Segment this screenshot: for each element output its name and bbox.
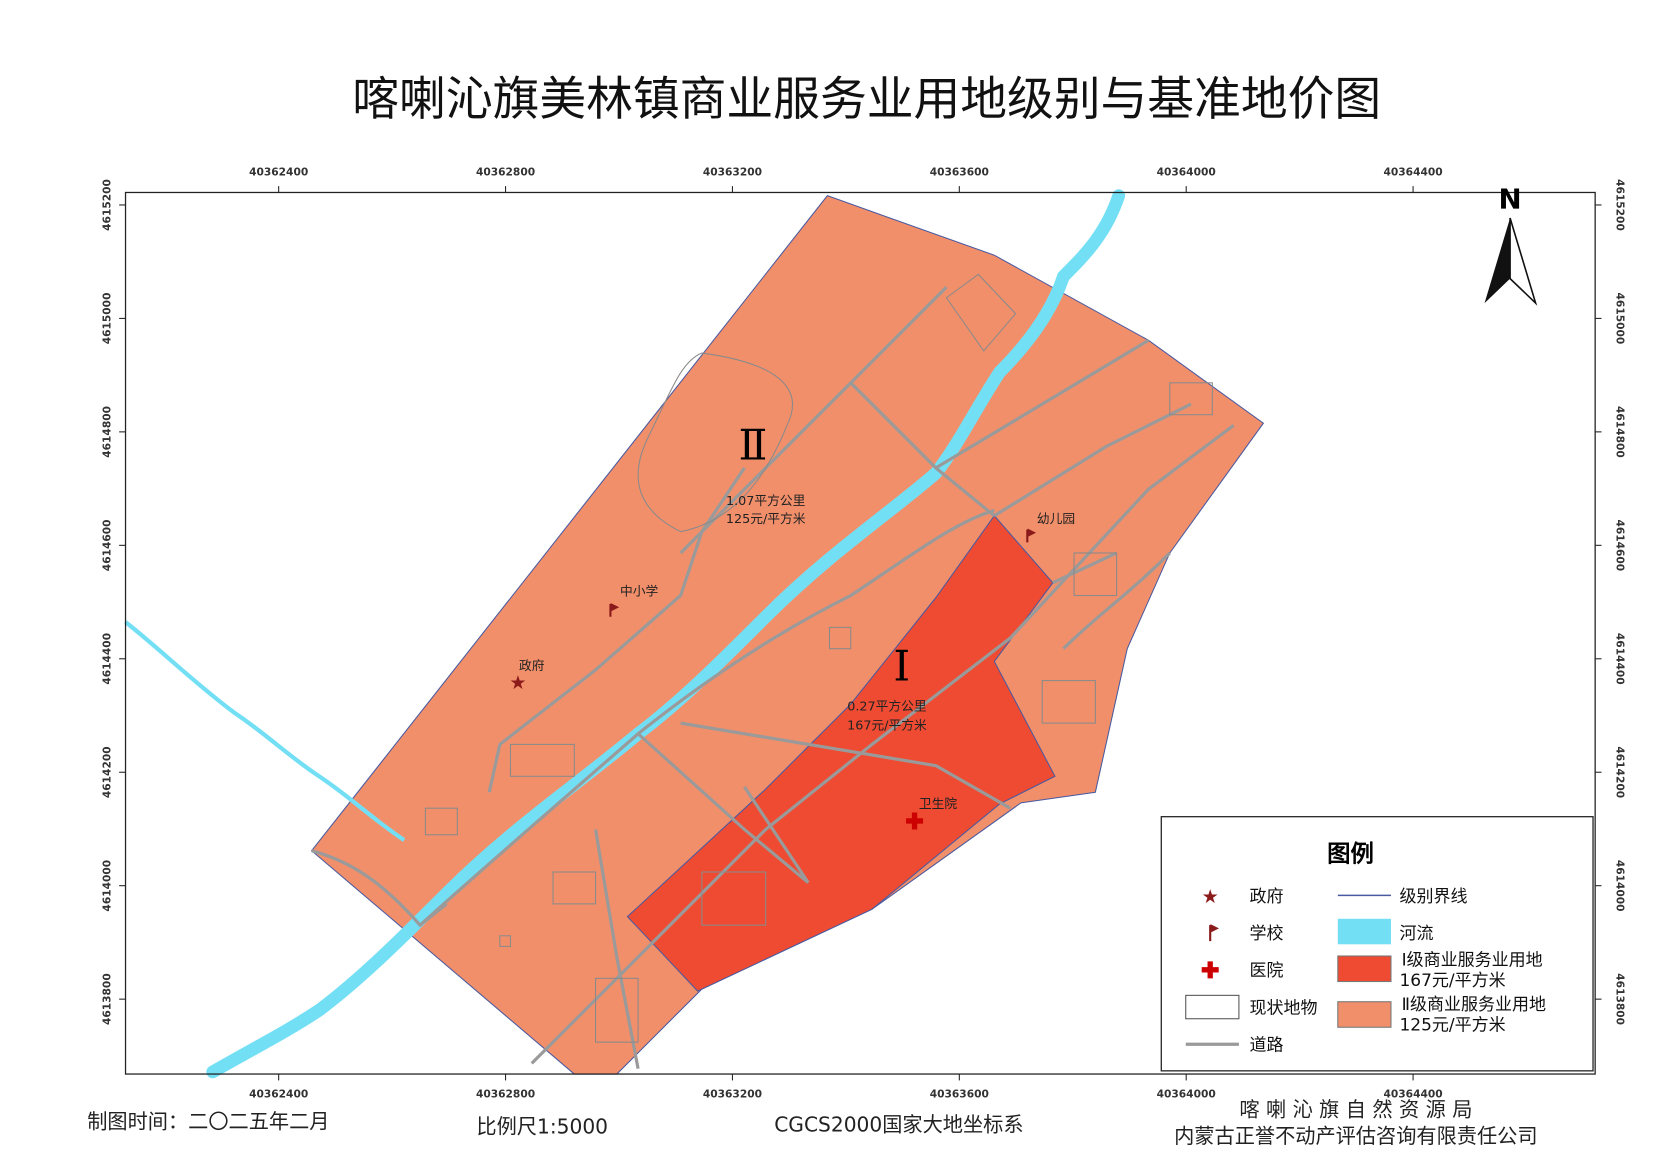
y-tick-label: 4613800	[101, 973, 114, 1025]
footer-crs: CGCS2000国家大地坐标系	[774, 1112, 1023, 1136]
y-tick-label: 4614400	[1613, 633, 1626, 685]
legend-label: 学校	[1250, 924, 1284, 944]
y-tick-label: 4615000	[101, 293, 114, 345]
map-frame	[124, 191, 1596, 1075]
legend: 图例 ★ 政府 学校 医院 现状地物 道路 级别界线 河流 Ⅰ级商业服务业用地 …	[1160, 816, 1594, 1072]
svg-text:★: ★	[1202, 885, 1219, 908]
x-tick-label: 40364400	[1384, 1087, 1443, 1100]
x-tick-label: 40364000	[1157, 165, 1216, 178]
y-tick-label: 4614200	[101, 746, 114, 798]
y-tick-label: 4613800	[1613, 973, 1626, 1025]
legend-label: 级别界线	[1399, 887, 1467, 907]
x-tick-label: 40362800	[476, 165, 535, 178]
legend-label: 医院	[1250, 961, 1284, 981]
legend-title: 图例	[1327, 839, 1374, 867]
footer-agency: 喀 喇 沁 旗 自 然 资 源 局	[1239, 1098, 1472, 1122]
zone-price: 125元/平方米	[726, 511, 806, 527]
x-tick-label: 40362400	[249, 1087, 308, 1100]
y-tick-label: 4614000	[1613, 860, 1626, 912]
place-label: 中小学	[620, 584, 658, 600]
river-stream	[124, 620, 406, 842]
zone-grade: Ⅱ	[738, 421, 767, 470]
legend-label: 道路	[1250, 1036, 1284, 1056]
legend-label: Ⅰ级商业服务业用地	[1402, 951, 1543, 971]
y-tick-label: 4614600	[1613, 519, 1626, 571]
y-tick-label: 4615000	[1613, 293, 1626, 345]
footer-date: 制图时间：二〇二五年二月	[87, 1109, 329, 1133]
legend-label: Ⅱ级商业服务业用地	[1402, 995, 1546, 1015]
legend-label: 125元/平方米	[1399, 1015, 1505, 1035]
government-icon: ★	[509, 671, 526, 694]
hospital-icon	[906, 812, 924, 830]
place-label: 政府	[519, 659, 545, 674]
zone-area: 0.27平方公里	[847, 698, 927, 714]
y-tick-label: 4614800	[101, 406, 114, 458]
x-tick-label: 40364400	[1384, 165, 1443, 178]
y-tick-label: 4614200	[1613, 746, 1626, 798]
place-label: 卫生院	[919, 797, 957, 812]
map-body: Ⅱ 1.07平方公里 125元/平方米 Ⅰ 0.27平方公里 167元/平方米 …	[124, 189, 1265, 1079]
buildings	[424, 273, 1213, 1043]
legend-label: 167元/平方米	[1399, 971, 1505, 991]
legend-label: 河流	[1399, 924, 1433, 944]
legend-label: 现状地物	[1250, 998, 1318, 1018]
x-tick-label: 40363200	[703, 165, 762, 178]
place-label: 幼儿园	[1037, 512, 1075, 527]
footer-scale: 比例尺1:5000	[476, 1115, 608, 1139]
map-title: 喀喇沁旗美林镇商业服务业用地级别与基准地价图	[352, 73, 1381, 127]
roads	[311, 285, 1235, 1070]
y-tick-label: 4614000	[101, 860, 114, 912]
school-icon	[1026, 528, 1037, 543]
x-tick-label: 40363200	[703, 1087, 762, 1100]
school-icon	[609, 603, 620, 617]
zone-price: 167元/平方米	[847, 717, 927, 733]
y-tick-label: 4614600	[101, 519, 114, 571]
y-tick-label: 4614800	[1613, 406, 1626, 458]
x-tick-label: 40364000	[1157, 1087, 1216, 1100]
footer-company: 内蒙古正誉不动产评估咨询有限责任公司	[1174, 1124, 1537, 1148]
zone-grade: Ⅰ	[893, 643, 910, 692]
zone-area: 1.07平方公里	[726, 493, 806, 509]
legend-label: 政府	[1250, 887, 1284, 907]
x-tick-label: 40363600	[930, 165, 989, 178]
north-label: N	[1499, 182, 1522, 215]
north-arrow: N	[1484, 182, 1538, 306]
x-tick-label: 40362800	[476, 1087, 535, 1100]
y-tick-label: 4614400	[101, 633, 114, 685]
river	[206, 189, 1126, 1079]
y-tick-label: 4615200	[1613, 179, 1626, 231]
x-tick-label: 40362400	[249, 165, 308, 178]
y-tick-label: 4615200	[101, 179, 114, 231]
x-tick-label: 40363600	[930, 1087, 989, 1100]
